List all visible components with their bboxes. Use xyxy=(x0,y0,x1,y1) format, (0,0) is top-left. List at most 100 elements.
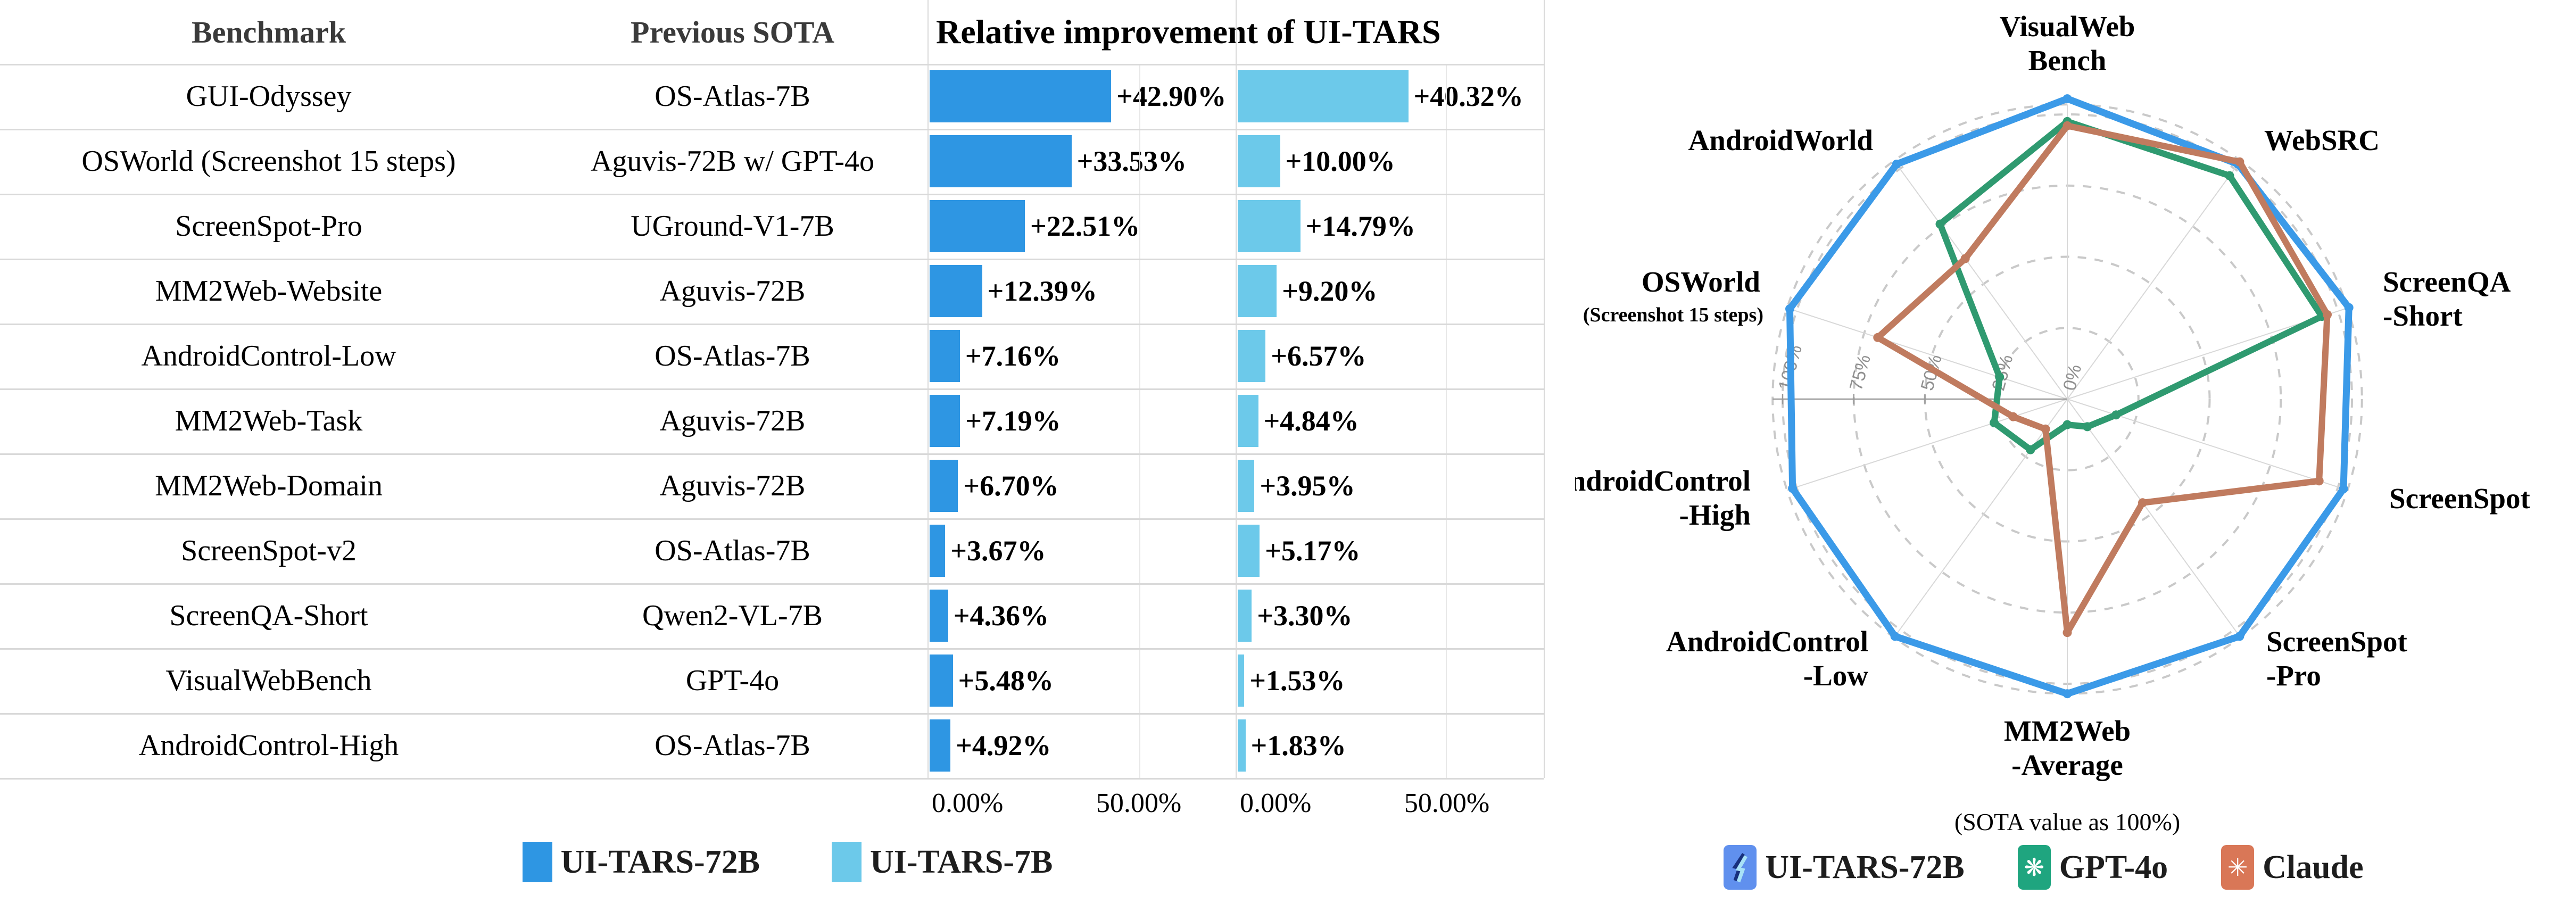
bar-uitars72b xyxy=(930,655,953,707)
table-row-divider xyxy=(0,583,1544,585)
radar-vertex-marker xyxy=(1935,219,1945,229)
previous-sota-cell: Aguvis-72B w/ GPT-4o xyxy=(590,145,875,178)
bar-uitars7b xyxy=(1238,200,1301,252)
bar-uitars72b xyxy=(930,460,958,512)
radar-vertex-marker xyxy=(2138,498,2147,508)
radar-spoke xyxy=(2067,399,2241,638)
bar-uitars7b xyxy=(1238,719,1246,772)
previous-sota-cell: Qwen2-VL-7B xyxy=(642,599,823,632)
benchmark-cell: VisualWebBench xyxy=(165,664,372,697)
table-row-divider xyxy=(0,64,1544,65)
previous-sota-cell: OS-Atlas-7B xyxy=(655,80,810,113)
radar-vertex-marker xyxy=(1788,484,1798,493)
radar-axis-label: ScreenSpot xyxy=(2266,625,2408,658)
radar-vertex-marker xyxy=(2083,422,2092,432)
previous-sota-column-header: Previous SOTA xyxy=(631,14,834,49)
radar-vertex-marker xyxy=(2344,303,2354,312)
axis-spacer xyxy=(0,778,537,821)
bar-value-label: +33.53% xyxy=(1076,145,1187,177)
bar-value-label: +1.53% xyxy=(1249,665,1345,697)
radar-vertex-marker xyxy=(1892,160,1901,169)
benchmark-cell: GUI-Odyssey xyxy=(186,80,352,113)
legend-label: UI-TARS-7B xyxy=(870,843,1053,880)
bar-50pct-gridline xyxy=(1446,64,1447,780)
table-row-divider xyxy=(0,324,1544,325)
bar-value-label: +1.83% xyxy=(1250,730,1346,761)
previous-sota-cell: OS-Atlas-7B xyxy=(655,729,810,762)
benchmark-cell: ScreenSpot-Pro xyxy=(175,210,362,243)
previous-sota-cell: OS-Atlas-7B xyxy=(655,534,810,567)
bar-cell-uitars72b: +6.70% xyxy=(927,453,1236,518)
radar-vertex-marker xyxy=(2314,476,2324,486)
radar-vertex-marker xyxy=(2323,310,2332,319)
benchmark-cell: AndroidControl-Low xyxy=(141,339,396,372)
radar-vertex-marker xyxy=(1995,372,2005,382)
bar-uitars7b xyxy=(1238,590,1252,642)
bar-cell-uitars7b: +5.17% xyxy=(1236,518,1544,583)
radar-axis-sublabel: (Screenshot 15 steps) xyxy=(1583,304,1763,326)
bar-cell-uitars7b: +14.79% xyxy=(1236,194,1544,259)
radar-vertex-marker xyxy=(1873,333,1883,342)
radar-axis-label: Bench xyxy=(2028,44,2107,77)
bar-value-label: +10.00% xyxy=(1285,145,1395,177)
bar-cell-uitars7b: +9.20% xyxy=(1236,259,1544,324)
bar-uitars7b xyxy=(1238,655,1245,707)
legend-label: UI-TARS-72B xyxy=(560,843,760,880)
radar-spoke xyxy=(1787,307,2068,400)
openai-logo-icon: ❋ xyxy=(2017,845,2051,890)
radar-vertex-marker xyxy=(2235,632,2244,641)
radar-axis-label: AndroidWorld xyxy=(1688,124,1873,156)
benchmark-cell: MM2Web-Website xyxy=(155,275,383,308)
radar-axis-label: AndroidControl xyxy=(1666,625,1868,658)
bar-cell-uitars7b: +40.32% xyxy=(1236,64,1544,129)
legend-item: UI-TARS-72B xyxy=(1724,845,1965,890)
axis-tick-zero: 0.00% xyxy=(1240,788,1312,818)
radar-axis-label: -Low xyxy=(1803,659,1869,692)
previous-sota-cell: GPT-4o xyxy=(685,664,780,697)
bar-cell-uitars7b: +10.00% xyxy=(1236,129,1544,194)
bar-cell-uitars72b: +4.36% xyxy=(927,583,1236,648)
radar-series-claude xyxy=(1874,122,2331,636)
axis-spacer xyxy=(537,778,927,821)
radar-vertex-marker xyxy=(2063,121,2072,130)
radar-vertex-marker xyxy=(2235,157,2244,167)
bar-cell-uitars72b: +22.51% xyxy=(927,194,1236,259)
radar-spoke xyxy=(1893,160,2068,400)
bar-value-label: +3.30% xyxy=(1257,600,1353,632)
radar-vertex-marker xyxy=(2063,628,2072,637)
radar-vertex-marker xyxy=(1960,254,1970,263)
radar-axis-label: -Pro xyxy=(2266,659,2321,692)
legend-item: ✳ Claude xyxy=(2221,845,2364,890)
benchmark-cell: OSWorld (Screenshot 15 steps) xyxy=(81,145,456,178)
radar-vertex-marker xyxy=(1785,304,1794,313)
bar-50pct-gridline xyxy=(1139,64,1140,780)
radar-chart: 0%25%50%75%100%VisualWebBenchWebSRCScree… xyxy=(1575,10,2531,835)
bar-value-label: +4.92% xyxy=(956,730,1051,761)
radar-tick-label: 0% xyxy=(2059,362,2085,393)
bar-cell-uitars7b: +1.53% xyxy=(1236,648,1544,713)
axis-tick-fifty: 50.00% xyxy=(1096,788,1182,818)
bar-value-label: +7.19% xyxy=(965,405,1061,437)
previous-sota-cell: Aguvis-72B xyxy=(659,469,806,502)
bar-cell-uitars72b: +5.48% xyxy=(927,648,1236,713)
bar-value-label: +5.17% xyxy=(1265,535,1361,567)
table-row-divider xyxy=(0,388,1544,390)
bar-uitars7b xyxy=(1238,265,1277,317)
legend-label: UI-TARS-72B xyxy=(1765,849,1965,885)
radar-vertex-marker xyxy=(2041,424,2050,434)
bar-axis-labels: 0.00% 50.00% xyxy=(927,778,1236,821)
improvement-column-header: Relative improvement of UI-TARS xyxy=(936,13,1441,51)
radar-axis-label: OSWorld xyxy=(1642,266,1760,298)
benchmark-cell: ScreenQA-Short xyxy=(169,599,368,632)
radar-legend: UI-TARS-72B ❋ GPT-4o ✳ Claude xyxy=(1543,845,2544,890)
bar-uitars7b xyxy=(1238,460,1255,512)
bar-cell-uitars7b: +4.84% xyxy=(1236,388,1544,453)
radar-spoke xyxy=(1787,399,2068,491)
bar-value-label: +4.36% xyxy=(953,600,1049,632)
bar-value-label: +3.95% xyxy=(1260,470,1355,502)
bar-value-label: +3.67% xyxy=(950,535,1046,567)
bar-axis-labels: 0.00% 50.00% xyxy=(1236,778,1544,821)
table-row-divider xyxy=(0,518,1544,520)
table-row-divider xyxy=(0,259,1544,260)
